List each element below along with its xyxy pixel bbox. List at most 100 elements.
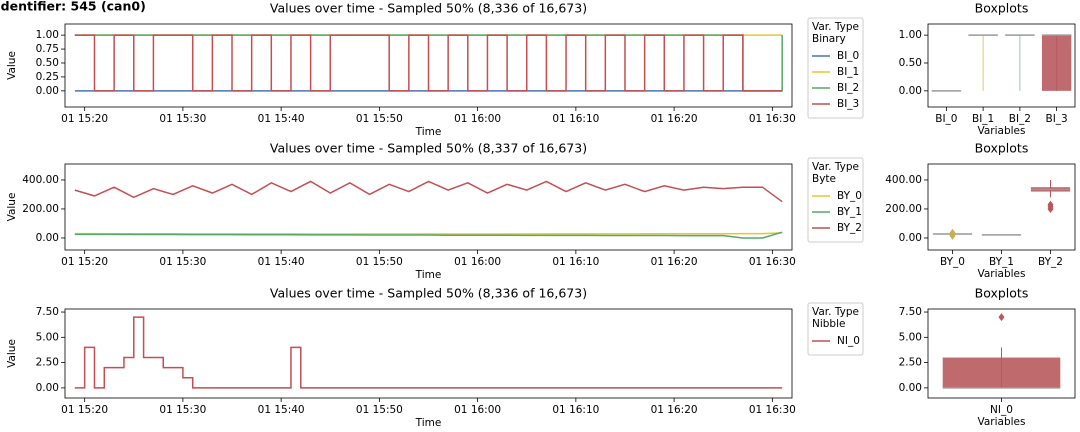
legend-box — [807, 17, 864, 119]
y-tick-label: 200.00 — [22, 203, 59, 215]
series-line — [74, 34, 783, 92]
y-tick-label: 400.00 — [22, 174, 59, 186]
x-tick-label: BI_1 — [972, 113, 994, 125]
y-tick-label: 1.00 — [899, 29, 922, 41]
series-line — [74, 316, 783, 389]
identifier-title: Identifier: 545 (can0) — [0, 0, 146, 14]
y-tick-label: 0.00 — [36, 232, 59, 244]
outlier — [949, 228, 956, 237]
x-tick-label: 01 15:20 — [61, 256, 108, 268]
legend-label: NI_0 — [837, 335, 860, 347]
legend-title: Var. Type — [812, 161, 859, 173]
chart-title: Boxplots — [975, 1, 1029, 16]
x-tick-label: 01 15:40 — [258, 113, 305, 125]
y-tick-label: 0.00 — [899, 382, 922, 394]
x-tick-label: BI_0 — [935, 113, 957, 125]
x-tick-label: 01 16:00 — [454, 256, 501, 268]
x-tick-label: BY_2 — [1038, 256, 1063, 268]
x-tick-label: 01 15:50 — [356, 404, 403, 416]
chart-title: Values over time - Sampled 50% (8,337 of… — [270, 141, 587, 156]
x-tick-label: 01 15:50 — [356, 113, 403, 125]
x-tick-label: 01 16:30 — [749, 404, 796, 416]
axes-frame — [64, 163, 793, 251]
axes-frame — [64, 23, 793, 108]
x-axis-label: Time — [415, 126, 442, 138]
chart-title: Values over time - Sampled 50% (8,336 of… — [270, 286, 587, 301]
x-axis-label: Variables — [978, 416, 1026, 428]
axes-frame — [927, 308, 1076, 399]
x-tick-label: 01 16:10 — [552, 404, 599, 416]
y-axis-label: Value — [6, 339, 18, 368]
y-tick-label: 0.25 — [36, 71, 59, 83]
y-tick-label: 1.00 — [36, 29, 59, 41]
x-axis-label: Time — [415, 269, 442, 281]
x-tick-label: 01 16:20 — [651, 113, 698, 125]
legend-label: BY_0 — [837, 190, 862, 202]
legend-group: Byte — [812, 173, 836, 185]
x-tick-label: 01 15:30 — [159, 113, 206, 125]
x-tick-label: NI_0 — [990, 404, 1013, 416]
x-tick-label: 01 16:20 — [651, 256, 698, 268]
axes-frame — [64, 308, 793, 399]
x-tick-label: 01 16:30 — [749, 113, 796, 125]
y-tick-label: 0.00 — [36, 382, 59, 394]
x-tick-label: 01 16:20 — [651, 404, 698, 416]
y-tick-label: 0.75 — [36, 43, 59, 55]
y-tick-label: 2.50 — [36, 357, 59, 369]
chart-title: Boxplots — [975, 286, 1029, 301]
legend-title: Var. Type — [812, 21, 859, 33]
box — [942, 357, 1061, 388]
legend-label: BI_0 — [837, 50, 859, 62]
x-tick-label: BY_0 — [940, 256, 965, 268]
outlier — [998, 313, 1005, 322]
chart-title: Boxplots — [975, 141, 1029, 156]
legend-label: BY_2 — [837, 222, 862, 234]
y-tick-label: 0.00 — [36, 85, 59, 97]
x-tick-label: 01 15:30 — [159, 404, 206, 416]
axes-frame — [927, 23, 1076, 108]
x-tick-label: 01 16:10 — [552, 113, 599, 125]
y-tick-label: 200.00 — [885, 203, 922, 215]
series-line — [74, 231, 783, 239]
x-tick-label: 01 15:50 — [356, 256, 403, 268]
y-tick-label: 0.50 — [899, 57, 922, 69]
axes-frame — [927, 163, 1076, 251]
x-tick-label: 01 16:30 — [749, 256, 796, 268]
legend-group: Binary — [812, 33, 846, 45]
outlier — [1047, 200, 1054, 209]
box — [1041, 35, 1072, 91]
x-tick-label: BY_1 — [989, 256, 1014, 268]
x-tick-label: 01 16:00 — [454, 404, 501, 416]
legend-box — [807, 157, 864, 243]
legend-title: Var. Type — [812, 306, 859, 318]
x-tick-label: 01 16:10 — [552, 256, 599, 268]
y-tick-label: 0.50 — [36, 57, 59, 69]
y-tick-label: 0.00 — [899, 85, 922, 97]
y-axis-label: Value — [6, 193, 18, 222]
x-axis-label: Variables — [978, 268, 1026, 280]
legend-label: BI_2 — [837, 82, 859, 94]
chart-title: Values over time - Sampled 50% (8,336 of… — [270, 1, 587, 16]
legend-label: BI_1 — [837, 66, 859, 78]
y-tick-label: 2.50 — [899, 357, 922, 369]
y-tick-label: 0.00 — [899, 232, 922, 244]
legend-box — [807, 302, 864, 356]
y-tick-label: 400.00 — [885, 174, 922, 186]
x-axis-label: Variables — [978, 125, 1026, 137]
y-axis-label: Value — [6, 51, 18, 80]
series-line — [74, 180, 783, 203]
y-tick-label: 5.00 — [899, 331, 922, 343]
y-tick-label: 7.50 — [36, 306, 59, 318]
x-tick-label: 01 15:20 — [61, 113, 108, 125]
y-tick-label: 7.50 — [899, 306, 922, 318]
legend-label: BI_3 — [837, 98, 859, 110]
legend-group: Nibble — [812, 318, 845, 330]
x-tick-label: 01 16:00 — [454, 113, 501, 125]
x-tick-label: 01 15:40 — [258, 256, 305, 268]
x-axis-label: Time — [415, 417, 442, 429]
x-tick-label: 01 15:20 — [61, 404, 108, 416]
legend-label: BY_1 — [837, 206, 862, 218]
x-tick-label: 01 15:30 — [159, 256, 206, 268]
